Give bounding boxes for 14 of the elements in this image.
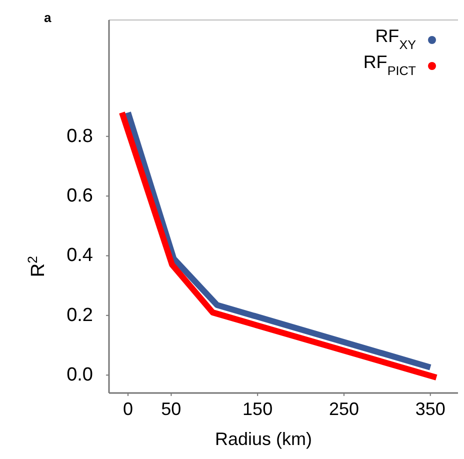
y-tick-label: 0.4 bbox=[66, 245, 94, 266]
y-tick-label: 0.2 bbox=[66, 304, 93, 326]
x-tick-label: 150 bbox=[242, 399, 273, 419]
legend-label: RF$_{PICT}$ bbox=[363, 52, 416, 78]
y-tick-label: 0.8 bbox=[66, 126, 93, 147]
y-tick-label: 0.0 bbox=[66, 364, 93, 386]
x-tick-label: 0 bbox=[122, 399, 134, 419]
x-tick-label: 350 bbox=[415, 399, 446, 419]
x-tick-label: 250 bbox=[328, 399, 359, 419]
x-tick-label: 50 bbox=[161, 399, 182, 419]
y-tick-label: 0.6 bbox=[66, 186, 93, 207]
text: a bbox=[44, 10, 52, 25]
legend-label: RF$_{XY}$ bbox=[375, 26, 417, 52]
x-axis-title: Radius (km) bbox=[214, 429, 312, 449]
